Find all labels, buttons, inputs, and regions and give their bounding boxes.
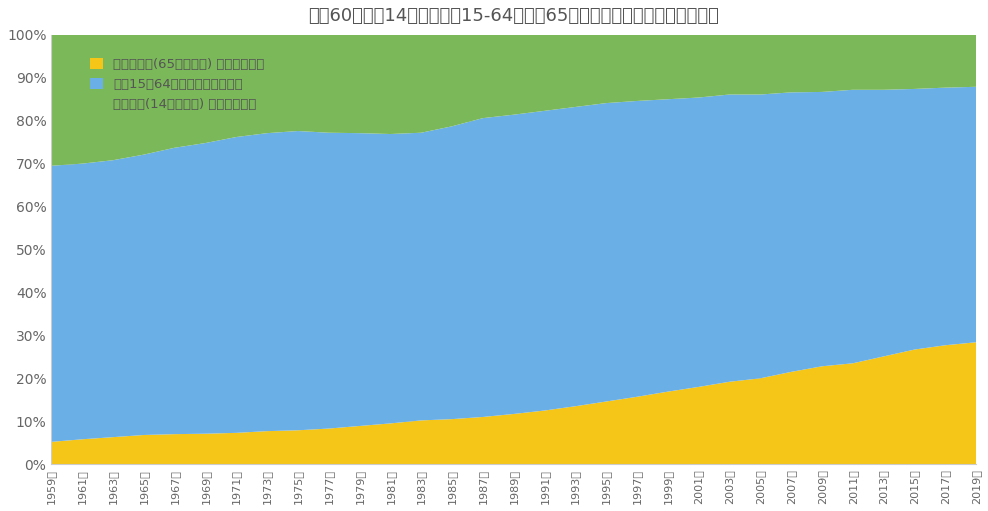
Legend: 日本老年人(65岁及以上) 占总人口比重, 日本15至64岁人口占总人口比重, 日本儿童(14岁及以下) 占总人口比重: 日本老年人(65岁及以上) 占总人口比重, 日本15至64岁人口占总人口比重, … (86, 54, 269, 114)
Title: 过去60年日本14周岁以下、15-64周岁、65周岁以上人口在总人口中的占比: 过去60年日本14周岁以下、15-64周岁、65周岁以上人口在总人口中的占比 (308, 7, 719, 25)
